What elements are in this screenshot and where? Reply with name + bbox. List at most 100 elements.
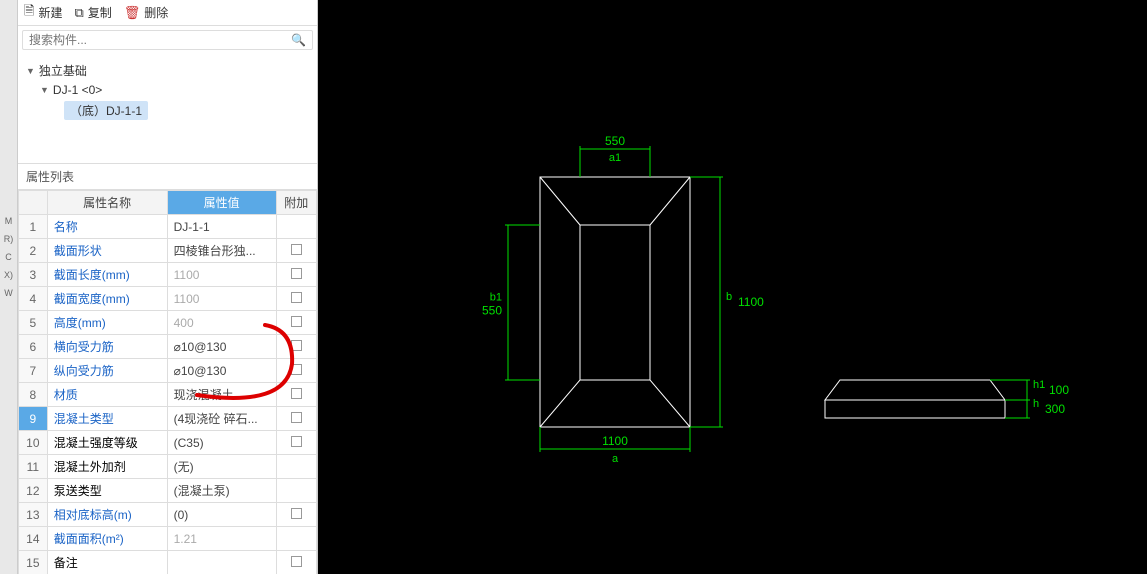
row-name: 名称	[47, 215, 167, 239]
row-value[interactable]: (混凝土泵)	[167, 479, 276, 503]
row-value[interactable]: 1100	[167, 287, 276, 311]
col-extra[interactable]: 附加	[276, 191, 316, 215]
row-extra[interactable]	[276, 431, 316, 455]
svg-text:a: a	[612, 453, 619, 465]
svg-text:b: b	[726, 291, 732, 303]
tree-item-l2[interactable]: （底）DJ-1-1	[64, 99, 309, 122]
row-value[interactable]: 1100	[167, 263, 276, 287]
col-value[interactable]: 属性值	[167, 191, 276, 215]
row-value[interactable]: ⌀10@130	[167, 359, 276, 383]
row-name: 混凝土外加剂	[47, 455, 167, 479]
checkbox-icon[interactable]	[291, 364, 302, 375]
copy-label: 复制	[88, 4, 112, 21]
table-row[interactable]: 2截面形状四棱锥台形独...	[19, 239, 317, 263]
row-extra[interactable]	[276, 479, 316, 503]
row-value[interactable]: (C35)	[167, 431, 276, 455]
new-label: 新建	[38, 4, 62, 21]
checkbox-icon[interactable]	[291, 412, 302, 423]
component-tree: ▼ 独立基础 ▼ DJ-1 <0> （底）DJ-1-1	[18, 54, 317, 164]
row-value[interactable]: 1.21	[167, 527, 276, 551]
search-input[interactable]	[29, 33, 291, 47]
row-extra[interactable]	[276, 239, 316, 263]
left-ruler: M R) C X) W	[0, 0, 18, 574]
search-icon[interactable]: 🔍	[291, 33, 306, 47]
row-name: 混凝土强度等级	[47, 431, 167, 455]
svg-text:550: 550	[605, 134, 625, 148]
table-row[interactable]: 15备注	[19, 551, 317, 574]
copy-button[interactable]: ⧉ 复制	[74, 4, 111, 21]
row-name: 截面长度(mm)	[47, 263, 167, 287]
table-row[interactable]: 4截面宽度(mm)1100	[19, 287, 317, 311]
table-row[interactable]: 12泵送类型(混凝土泵)	[19, 479, 317, 503]
table-row[interactable]: 9混凝土类型(4现浇砼 碎石...	[19, 407, 317, 431]
row-extra[interactable]	[276, 527, 316, 551]
delete-icon: 🗑	[124, 5, 141, 21]
checkbox-icon[interactable]	[291, 292, 302, 303]
table-row[interactable]: 5高度(mm)400	[19, 311, 317, 335]
row-extra[interactable]	[276, 287, 316, 311]
row-value[interactable]: 现浇混凝土	[167, 383, 276, 407]
row-name: 截面面积(m²)	[47, 527, 167, 551]
drawing-canvas[interactable]: 550a11100ab1100b1550h1100h300	[318, 0, 1147, 574]
delete-button[interactable]: 🗑删除	[124, 4, 169, 21]
checkbox-icon[interactable]	[291, 316, 302, 327]
row-name: 泵送类型	[47, 479, 167, 503]
table-row[interactable]: 3截面长度(mm)1100	[19, 263, 317, 287]
row-extra[interactable]	[276, 263, 316, 287]
checkbox-icon[interactable]	[291, 388, 302, 399]
row-value[interactable]: (0)	[167, 503, 276, 527]
properties-header: 属性列表	[18, 164, 317, 190]
checkbox-icon[interactable]	[291, 268, 302, 279]
row-extra[interactable]	[276, 215, 316, 239]
checkbox-icon[interactable]	[291, 508, 302, 519]
row-num: 12	[19, 479, 48, 503]
row-value[interactable]: ⌀10@130	[167, 335, 276, 359]
row-name: 横向受力筋	[47, 335, 167, 359]
tree-item-l1[interactable]: ▼ DJ-1 <0>	[40, 81, 309, 99]
row-extra[interactable]	[276, 503, 316, 527]
table-row[interactable]: 10混凝土强度等级(C35)	[19, 431, 317, 455]
row-value[interactable]: (无)	[167, 455, 276, 479]
table-row[interactable]: 11混凝土外加剂(无)	[19, 455, 317, 479]
expand-icon[interactable]: ▼	[40, 85, 49, 95]
checkbox-icon[interactable]	[291, 340, 302, 351]
expand-icon[interactable]: ▼	[26, 66, 35, 76]
toolbar: 🗎新建 ⧉ 复制 🗑删除	[18, 0, 317, 26]
row-name: 高度(mm)	[47, 311, 167, 335]
row-extra[interactable]	[276, 551, 316, 574]
checkbox-icon[interactable]	[291, 244, 302, 255]
copy-icon: ⧉	[74, 5, 83, 21]
tree-root[interactable]: ▼ 独立基础	[26, 60, 309, 81]
row-extra[interactable]	[276, 311, 316, 335]
table-row[interactable]: 6横向受力筋⌀10@130	[19, 335, 317, 359]
side-panel: 🗎新建 ⧉复制 🗑删除 🔍 ▼独立基础 ▼DJ-1 <0> （底）DJ-1-1 …	[18, 0, 318, 574]
row-value[interactable]	[167, 551, 276, 574]
svg-text:300: 300	[1045, 402, 1065, 416]
row-extra[interactable]	[276, 383, 316, 407]
tree-l1-label: DJ-1 <0>	[53, 83, 102, 97]
row-value[interactable]: DJ-1-1	[167, 215, 276, 239]
checkbox-icon[interactable]	[291, 556, 302, 567]
new-button[interactable]: 🗎新建	[24, 2, 62, 24]
row-extra[interactable]	[276, 359, 316, 383]
svg-text:550: 550	[482, 304, 502, 318]
svg-text:1100: 1100	[738, 295, 764, 309]
table-row[interactable]: 14截面面积(m²)1.21	[19, 527, 317, 551]
row-value[interactable]: (4现浇砼 碎石...	[167, 407, 276, 431]
row-extra[interactable]	[276, 455, 316, 479]
table-row[interactable]: 13相对底标高(m)(0)	[19, 503, 317, 527]
row-value[interactable]: 400	[167, 311, 276, 335]
row-name: 截面形状	[47, 239, 167, 263]
row-extra[interactable]	[276, 335, 316, 359]
table-row[interactable]: 1名称DJ-1-1	[19, 215, 317, 239]
table-row[interactable]: 7纵向受力筋⌀10@130	[19, 359, 317, 383]
table-row[interactable]: 8材质现浇混凝土	[19, 383, 317, 407]
checkbox-icon[interactable]	[291, 436, 302, 447]
svg-text:b1: b1	[490, 292, 502, 304]
search-box[interactable]: 🔍	[22, 30, 313, 50]
row-value[interactable]: 四棱锥台形独...	[167, 239, 276, 263]
tree-root-label: 独立基础	[39, 62, 87, 79]
row-extra[interactable]	[276, 407, 316, 431]
col-name[interactable]: 属性名称	[47, 191, 167, 215]
row-num: 5	[19, 311, 48, 335]
